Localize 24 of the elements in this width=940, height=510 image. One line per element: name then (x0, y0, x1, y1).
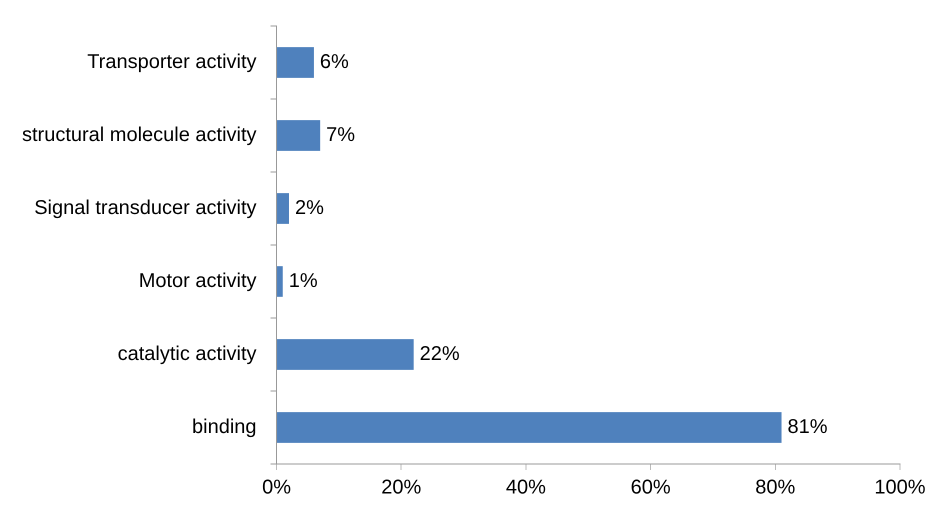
data-label: 81% (788, 416, 828, 438)
bar (277, 120, 320, 151)
data-label: 22% (420, 343, 460, 366)
x-tick-label: 80% (755, 476, 796, 499)
data-label: 1% (288, 270, 318, 292)
y-tick-label: binding (192, 416, 257, 438)
bar (277, 193, 289, 224)
x-tick-label: 100% (874, 476, 926, 499)
y-tick-label: catalytic activity (118, 343, 257, 366)
bar (277, 339, 414, 370)
bar (277, 47, 314, 78)
data-label: 2% (294, 197, 324, 220)
x-tick-label: 40% (506, 476, 546, 499)
y-tick-label: structural molecule activity (22, 124, 257, 146)
y-tick-label: Transporter activity (87, 51, 257, 74)
y-tick-label: Motor activity (138, 270, 257, 292)
y-tick-label: Signal transducer activity (34, 197, 257, 220)
data-label: 7% (326, 124, 356, 146)
x-tick-label: 0% (262, 476, 292, 499)
bar (277, 412, 782, 443)
x-tick-label: 20% (381, 476, 422, 499)
data-label: 6% (320, 51, 350, 74)
x-tick-label: 60% (630, 476, 671, 499)
bar (277, 266, 283, 297)
